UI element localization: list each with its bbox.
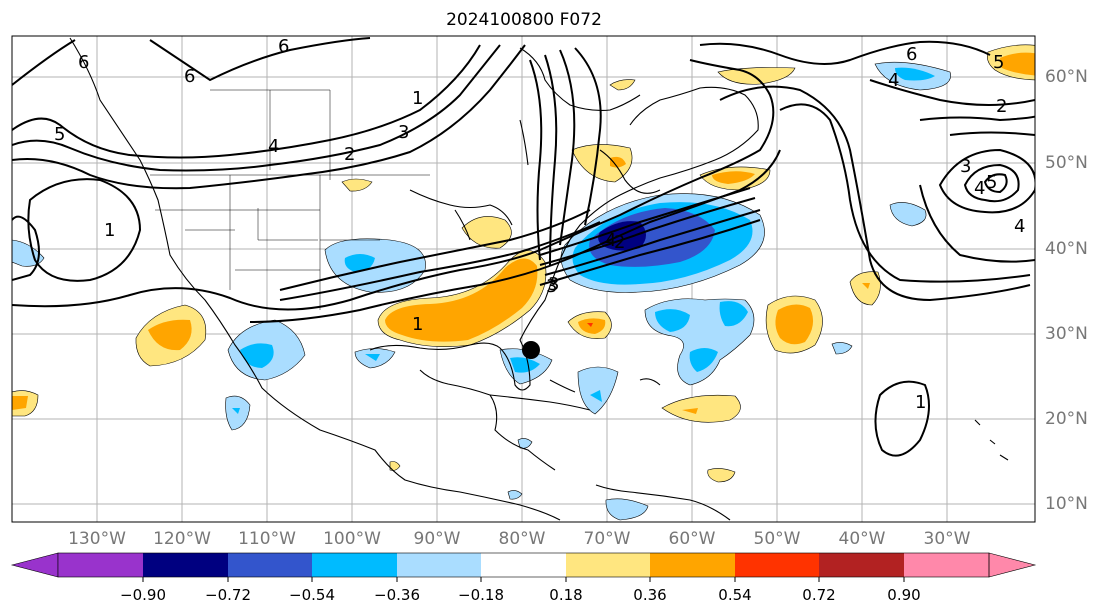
colorbar-tick-label: 0.54 [718,586,752,604]
contour-label: 3 [398,122,409,143]
contour-label: 3 [546,276,557,297]
colorbar-segment [735,553,819,577]
contour-label: 4 [605,230,616,251]
positive-anomaly-southeast-us-inner [385,258,538,342]
latitude-label: 50°N [1045,153,1088,173]
contour-label: 5 [986,172,997,193]
contour-label: 2 [614,232,625,253]
colorbar-tick-label: 0.18 [549,586,583,604]
contour-label: 1 [412,314,423,335]
anomaly-fills [12,44,1035,521]
colorbar-tick-label: −0.90 [120,586,166,604]
contour-label-group: 6 6 6 5 4 3 2 1 1 6 5 4 2 3 4 3 4 1 1 2 … [54,36,1025,413]
latitude-label: 20°N [1045,409,1088,429]
colorbar-segment [228,553,312,577]
colorbar-tick-label: 0.36 [633,586,667,604]
colorbar-segment [819,553,904,577]
colorbar-extend-high [988,552,1037,578]
colorbar-segment [904,553,989,577]
latitude-label: 60°N [1045,67,1088,87]
longitude-label: 130°W [68,529,126,549]
positive-anomaly-great-lakes [461,216,512,249]
contour-label: 1 [412,88,423,109]
colorbar-tick-label: −0.54 [289,586,335,604]
contour-label: 6 [278,36,289,57]
colorbar-segment [312,553,397,577]
colorbar-extend-low [10,552,59,578]
contour-label: 2 [344,144,355,165]
latitude-label: 40°N [1045,239,1088,259]
negative-anomaly-east-atlantic [889,202,927,227]
positive-anomaly-tropical-atlantic [661,394,741,423]
colorbar [10,552,1037,582]
contour-label: 3 [548,274,559,295]
longitude-label: 80°W [498,529,546,549]
colorbar-segment [143,553,228,577]
colorbar-segment [58,553,143,577]
colorbar-segment [650,553,735,577]
state-borders [150,89,430,310]
colorbar-segment [481,553,566,577]
contour-label: 6 [906,44,917,65]
contour-label: 4 [974,178,985,199]
latitude-label: 10°N [1045,494,1088,514]
longitude-label: 110°W [238,529,296,549]
longitude-label: 40°W [838,529,886,549]
negative-anomaly-central-us [324,238,426,293]
contour-label: 4 [268,136,279,157]
colorbar-tick-label: 0.72 [802,586,836,604]
colorbar-tick-label: 0.90 [887,586,921,604]
contour-lines [12,37,1035,457]
contour-label: 6 [184,66,195,87]
positive-anomaly-labrador [717,67,796,85]
contour-label: 3 [960,156,971,177]
colorbar-tick-label: −0.36 [374,586,420,604]
longitude-label: 70°W [583,529,631,549]
longitude-label: 100°W [323,529,381,549]
contour-label: 2 [996,96,1007,117]
longitude-label: 30°W [923,529,971,549]
longitude-label: 50°W [753,529,801,549]
coastlines [69,37,1009,521]
contour-label: 5 [993,52,1004,73]
colorbar-segment [397,553,481,577]
longitude-label: 60°W [668,529,716,549]
contour-label: 4 [888,70,899,91]
contour-label: 1 [915,392,926,413]
contour-label: 6 [78,52,89,73]
storm-position-marker [522,341,540,359]
contour-label: 5 [54,124,65,145]
latitude-label: 30°N [1045,324,1088,344]
map-title: 2024100800 F072 [446,10,602,30]
contour-label: 4 [1014,216,1025,237]
colorbar-segment [566,553,650,577]
colorbar-tick-label: −0.18 [458,586,504,604]
positive-anomaly-azores [849,271,881,306]
longitude-label: 90°W [413,529,461,549]
contour-label: 1 [104,220,115,241]
colorbar-tick-label: −0.72 [205,586,251,604]
longitude-label: 120°W [153,529,211,549]
